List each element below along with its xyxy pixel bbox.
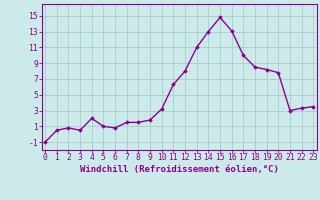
X-axis label: Windchill (Refroidissement éolien,°C): Windchill (Refroidissement éolien,°C)	[80, 165, 279, 174]
